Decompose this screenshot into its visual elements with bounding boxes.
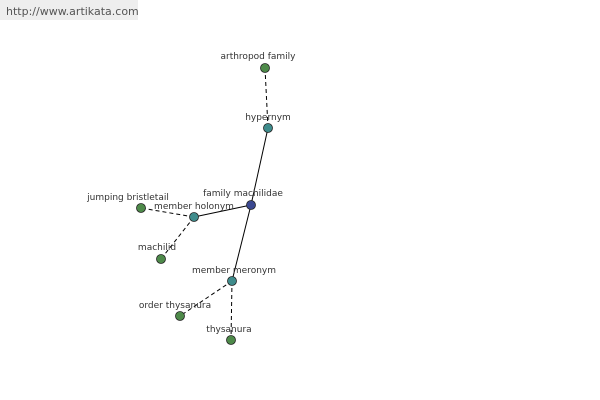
node[interactable] <box>260 63 270 73</box>
node[interactable] <box>156 254 166 264</box>
node-label: jumping bristletail <box>86 193 169 203</box>
url-bar <box>0 0 138 20</box>
node-label: order thysanura <box>139 301 211 311</box>
edge <box>179 280 233 317</box>
edge <box>230 280 233 341</box>
node[interactable] <box>175 311 185 321</box>
node[interactable] <box>136 203 146 213</box>
node-label: hypernym <box>245 113 291 123</box>
edge <box>193 204 252 218</box>
edge <box>264 67 269 129</box>
node-label: member holonym <box>154 202 234 212</box>
node-label: thysanura <box>206 325 251 335</box>
node-label: arthropod family <box>220 52 296 62</box>
node-label: family machilidae <box>203 189 283 199</box>
edge <box>160 216 195 260</box>
edge <box>140 207 195 218</box>
edges <box>140 67 269 341</box>
edge <box>231 204 252 282</box>
node[interactable] <box>227 276 237 286</box>
node[interactable] <box>246 200 256 210</box>
nodes: arthropod family hypernym family machili… <box>86 52 296 345</box>
node[interactable] <box>263 123 273 133</box>
node-label: machilid <box>138 243 176 253</box>
edge <box>250 127 269 206</box>
node[interactable] <box>226 335 236 345</box>
node[interactable] <box>189 212 199 222</box>
url: http://www.artikata.com <box>6 5 139 18</box>
node-label: member meronym <box>192 266 276 276</box>
